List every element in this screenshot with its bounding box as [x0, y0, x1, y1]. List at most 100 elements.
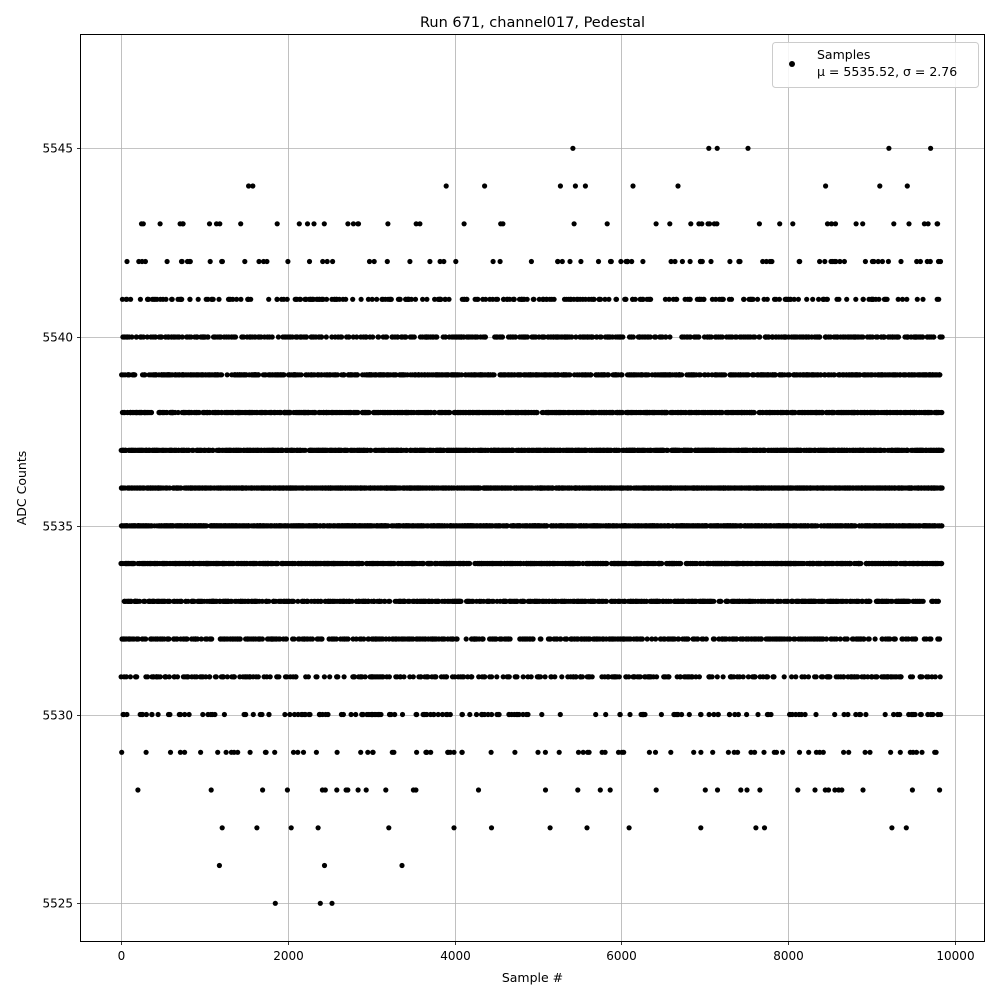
- data-point: [459, 711, 465, 718]
- data-point: [221, 711, 227, 718]
- data-point: [177, 749, 183, 755]
- data-point: [495, 296, 501, 302]
- data-point: [182, 749, 188, 755]
- data-point: [266, 296, 272, 302]
- data-point: [500, 221, 506, 227]
- data-point: [489, 711, 495, 718]
- data-point: [412, 296, 419, 302]
- data-point: [363, 787, 369, 793]
- data-point: [399, 711, 406, 718]
- data-point: [140, 334, 147, 340]
- data-point: [482, 674, 488, 680]
- data-point: [137, 296, 143, 302]
- data-point: [345, 221, 351, 227]
- data-point: [215, 749, 221, 755]
- data-point: [531, 296, 537, 302]
- data-point: [467, 711, 473, 718]
- data-point: [306, 258, 313, 265]
- data-point: [123, 674, 129, 680]
- data-point: [323, 334, 329, 340]
- data-point: [131, 560, 137, 567]
- data-point: [345, 787, 351, 793]
- data-point: [276, 674, 282, 680]
- data-point: [219, 258, 225, 265]
- data-point: [370, 749, 376, 755]
- data-point: [528, 258, 535, 265]
- data-point: [451, 749, 457, 755]
- data-point: [475, 296, 481, 302]
- data-point: [212, 711, 218, 718]
- data-point: [255, 674, 261, 680]
- data-point: [511, 296, 517, 302]
- data-point: [210, 447, 216, 453]
- data-point: [179, 258, 185, 265]
- data-point: [355, 221, 362, 227]
- data-point: [410, 674, 416, 680]
- data-point: [237, 636, 243, 642]
- data-point: [384, 258, 390, 265]
- data-point: [242, 258, 248, 265]
- data-point: [512, 749, 518, 755]
- data-point: [194, 334, 200, 340]
- data-point: [274, 296, 280, 302]
- data-point: [295, 749, 301, 755]
- data-point: [335, 674, 341, 680]
- data-point: [354, 372, 361, 378]
- data-point: [196, 409, 202, 416]
- data-point: [355, 787, 361, 793]
- data-point: [143, 711, 149, 718]
- data-point: [137, 598, 143, 604]
- data-point: [444, 674, 450, 680]
- data-point: [300, 749, 307, 755]
- data-point: [350, 296, 356, 302]
- data-point: [256, 258, 262, 265]
- data-point: [205, 296, 211, 302]
- data-point: [497, 258, 503, 265]
- data-point: [204, 523, 210, 529]
- data-point: [428, 749, 434, 755]
- data-point: [177, 711, 184, 718]
- data-point: [427, 258, 433, 265]
- data-point: [514, 674, 520, 680]
- data-point: [148, 409, 155, 416]
- data-point: [263, 749, 269, 755]
- data-point: [287, 711, 293, 718]
- data-point: [185, 598, 191, 604]
- data-point: [284, 787, 290, 793]
- data-point: [144, 334, 150, 340]
- data-point: [358, 296, 364, 302]
- data-point: [238, 296, 244, 302]
- data-point: [219, 372, 225, 378]
- data-point: [309, 636, 316, 642]
- data-point: [152, 334, 159, 340]
- data-point: [464, 296, 470, 302]
- data-point: [140, 221, 146, 227]
- data-point: [231, 674, 237, 680]
- data-point: [343, 296, 349, 302]
- data-point: [127, 674, 133, 680]
- data-point: [288, 825, 294, 831]
- data-point: [259, 711, 265, 718]
- data-point: [441, 258, 447, 265]
- data-point: [178, 598, 184, 604]
- data-point: [198, 636, 204, 642]
- data-point: [358, 749, 364, 755]
- data-point: [413, 787, 419, 793]
- data-point: [424, 296, 430, 302]
- data-point: [175, 409, 181, 416]
- data-point: [340, 711, 346, 718]
- data-point: [488, 825, 495, 831]
- data-point: [238, 221, 244, 227]
- data-point: [200, 711, 206, 718]
- data-point: [220, 674, 226, 680]
- data-point: [207, 674, 213, 680]
- data-point: [179, 296, 185, 302]
- data-point: [321, 221, 327, 227]
- data-point: [451, 825, 457, 831]
- data-point: [447, 711, 453, 718]
- data-point: [284, 296, 290, 302]
- data-point: [499, 334, 505, 340]
- data-point: [525, 711, 531, 718]
- data-point: [369, 296, 375, 302]
